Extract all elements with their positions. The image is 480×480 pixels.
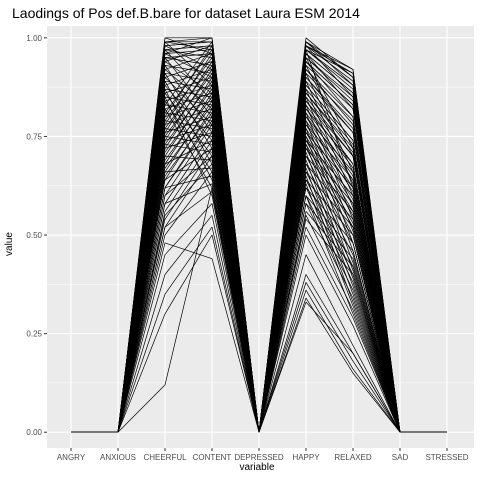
- y-tick-label: 0.75: [26, 132, 42, 141]
- x-tick-label: ANGRY: [57, 453, 86, 462]
- y-tick-label: 0.25: [26, 330, 42, 339]
- y-axis-ticks: 0.00 0.25 0.50 0.75 1.00: [26, 34, 47, 437]
- x-tick-label: ANXIOUS: [100, 453, 136, 462]
- x-tick-label: RELAXED: [334, 453, 372, 462]
- x-axis-title: variable: [239, 462, 274, 473]
- x-tick-label: CONTENT: [193, 453, 232, 462]
- y-tick-label: 0.50: [26, 231, 42, 240]
- x-tick-label: STRESSED: [425, 453, 468, 462]
- chart-title: Laodings of Pos def.B.bare for dataset L…: [12, 5, 360, 21]
- y-axis-title: value: [4, 232, 15, 256]
- series-lines: [71, 37, 447, 433]
- y-tick-label: 0.00: [26, 428, 42, 437]
- x-axis-ticks: ANGRY ANXIOUS CHEERFUL CONTENT DEPRESSED HAPP…: [57, 448, 469, 462]
- plot-panel: [47, 26, 474, 448]
- x-tick-label: HAPPY: [292, 453, 320, 462]
- x-tick-label: SAD: [392, 453, 409, 462]
- series-line: [71, 53, 447, 433]
- x-tick-label: CHEERFUL: [143, 453, 187, 462]
- y-tick-label: 1.00: [26, 34, 42, 43]
- major-gridlines: [47, 26, 474, 448]
- x-tick-label: DEPRESSED: [234, 453, 284, 462]
